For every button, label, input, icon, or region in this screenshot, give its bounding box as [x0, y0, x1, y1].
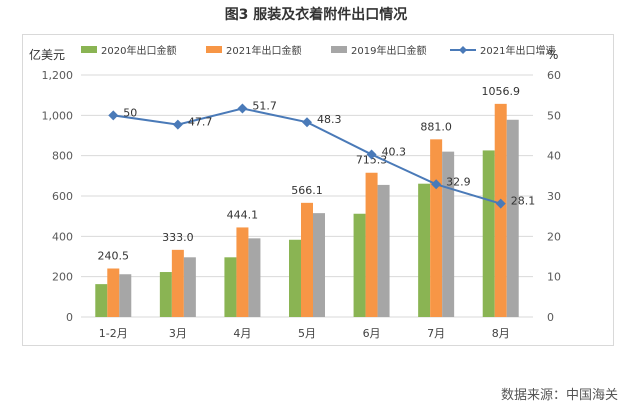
- bar-2019: [313, 213, 325, 317]
- bar-2020: [95, 284, 108, 317]
- bar-2019: [183, 257, 196, 317]
- growth-point: [366, 149, 377, 160]
- left-axis-label: 亿美元: [29, 47, 65, 62]
- right-tick-label: 20: [547, 230, 561, 243]
- growth-data-label: 28.1: [511, 195, 536, 208]
- left-tick-label: 600: [52, 190, 73, 203]
- bar-2020: [224, 257, 237, 317]
- growth-data-label: 48.3: [317, 113, 342, 126]
- growth-data-label: 32.9: [446, 175, 471, 188]
- right-tick-label: 30: [547, 190, 561, 203]
- bar-data-label: 566.1: [291, 184, 323, 197]
- legend-marker: [459, 46, 467, 54]
- x-tick-label: 6月: [363, 327, 381, 340]
- bar-data-label: 444.1: [227, 208, 259, 221]
- left-tick-label: 1,000: [42, 109, 74, 122]
- growth-data-label: 47.7: [188, 116, 213, 129]
- bar-2021: [107, 268, 120, 317]
- bar-2021: [365, 172, 378, 317]
- left-tick-label: 800: [52, 150, 73, 163]
- growth-data-label: 40.3: [382, 145, 407, 158]
- bar-2019: [248, 238, 261, 317]
- bar-data-label: 881.0: [420, 120, 452, 133]
- bar-2020: [482, 150, 495, 317]
- growth-data-label: 51.7: [252, 99, 277, 112]
- right-tick-label: 10: [547, 271, 561, 284]
- chart-frame: 0 200 400 600 800 1,000 1,200 0 10 20 30 40 50 60 亿美元%…: [22, 34, 614, 346]
- data-source-note: 数据来源：中国海关: [500, 388, 618, 403]
- x-tick-label: 3月: [169, 327, 187, 340]
- growth-point: [495, 198, 506, 209]
- bar-data-label: 333.0: [162, 231, 194, 244]
- right-tick-label: 50: [547, 109, 561, 122]
- bar-2021: [430, 139, 443, 317]
- right-axis-label: %: [547, 48, 558, 62]
- legend-label: 2021年出口增速: [480, 44, 555, 57]
- left-tick-label: 1,200: [42, 69, 74, 82]
- legend-swatch: [206, 46, 222, 53]
- growth-data-label: 50: [123, 106, 137, 119]
- x-tick-label: 8月: [492, 327, 510, 340]
- right-tick-label: 40: [547, 150, 561, 163]
- legend-label: 2021年出口金额: [226, 44, 301, 57]
- bar-2020: [418, 183, 431, 317]
- growth-point: [172, 119, 183, 130]
- bar-2020: [289, 239, 301, 317]
- left-tick-label: 200: [52, 271, 73, 284]
- bar-2019: [442, 151, 455, 317]
- bar-2020: [353, 213, 366, 317]
- growth-point: [431, 179, 442, 190]
- left-tick-label: 0: [66, 311, 73, 324]
- right-tick-label: 60: [547, 69, 561, 82]
- right-tick-label: 0: [547, 311, 554, 324]
- x-tick-label: 1-2月: [99, 327, 128, 340]
- legend-swatch: [331, 46, 347, 53]
- bar-2020: [159, 272, 172, 317]
- growth-point: [302, 117, 312, 128]
- left-tick-label: 400: [52, 230, 73, 243]
- legend-label: 2020年出口金额: [101, 44, 176, 57]
- chart-svg: 0 200 400 600 800 1,000 1,200 0 10 20 30 40 50 60 亿美元%…: [29, 44, 561, 340]
- bar-2021: [236, 227, 249, 317]
- legend-label: 2019年出口金额: [351, 44, 426, 57]
- bar-2019: [506, 119, 519, 318]
- growth-point: [108, 110, 119, 121]
- bar-2019: [119, 274, 132, 317]
- bar-2021: [301, 202, 313, 317]
- x-tick-label: 5月: [298, 327, 316, 340]
- bar-data-label: 1056.9: [481, 85, 520, 98]
- bar-2021: [494, 103, 507, 318]
- bar-data-label: 240.5: [98, 249, 129, 262]
- bar-2021: [171, 249, 184, 317]
- bar-2019: [377, 184, 390, 317]
- x-tick-label: 4月: [233, 327, 251, 340]
- legend-swatch: [81, 46, 97, 53]
- x-tick-label: 7月: [427, 327, 445, 340]
- chart-title: 图3 服装及衣着附件出口情况: [224, 7, 408, 23]
- growth-point: [237, 103, 248, 114]
